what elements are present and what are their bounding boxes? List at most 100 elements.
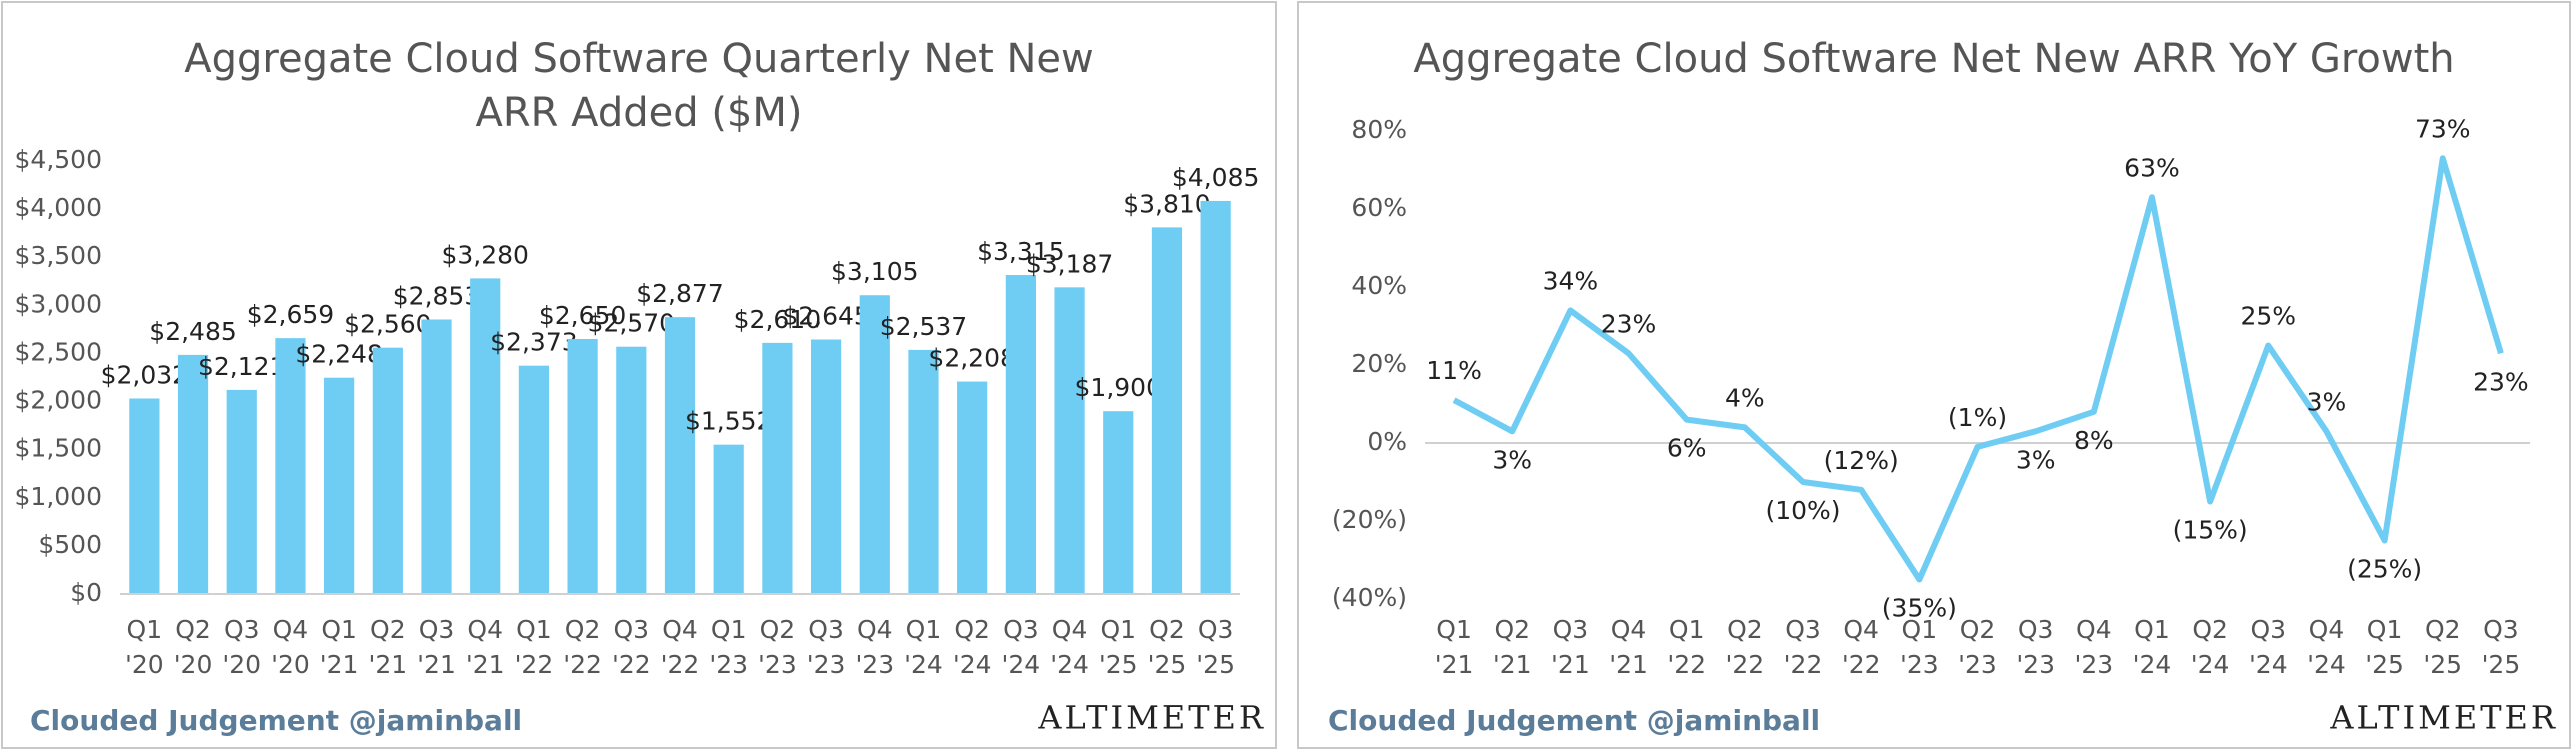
data-label: $1,552 (685, 407, 772, 436)
bar (762, 342, 793, 594)
line-series (1452, 155, 2504, 583)
data-label: 6% (1667, 434, 1707, 463)
data-label: 3% (2307, 387, 2347, 416)
data-label: 25% (2241, 302, 2297, 331)
x-tick-label: Q2'24 (953, 615, 992, 679)
data-label: $4,085 (1172, 163, 1259, 192)
y-tick-label: $500 (38, 530, 102, 559)
x-tick-label: Q2'24 (2191, 615, 2230, 679)
data-label: 23% (1601, 309, 1657, 338)
bar (1005, 275, 1036, 594)
data-label: $2,485 (149, 317, 236, 346)
data-label: 4% (1725, 383, 1765, 412)
x-tick-label: Q3'21 (1551, 615, 1590, 679)
panel-right (1297, 1, 2571, 749)
x-tick-label: Q2'21 (1493, 615, 1532, 679)
data-label: $2,650 (539, 301, 626, 330)
data-label: $3,315 (977, 237, 1064, 266)
data-label: 3% (1492, 445, 1532, 474)
x-tick-label: Q1'22 (1667, 615, 1706, 679)
data-label: $3,187 (1026, 249, 1113, 278)
y-tick-label: $4,000 (15, 193, 102, 222)
data-label: $2,248 (295, 340, 382, 369)
bar (518, 365, 550, 594)
data-label: (25%) (2347, 555, 2422, 584)
data-label: (1%) (1948, 403, 2007, 432)
x-tick-label: Q2'23 (758, 615, 797, 679)
x-tick-label: Q4'23 (855, 615, 894, 679)
x-tick-label: Q3'25 (1196, 615, 1235, 679)
data-label: $1,900 (1075, 373, 1162, 402)
data-label: $3,105 (831, 257, 918, 286)
x-tick-label: Q3'22 (612, 615, 651, 679)
x-tick-label: Q1'23 (709, 615, 748, 679)
x-tick-label: Q1'21 (320, 615, 359, 679)
x-tick-label: Q2'21 (368, 615, 407, 679)
x-tick-label: Q2'20 (174, 615, 213, 679)
x-tick-label: Q2'23 (1958, 615, 1997, 679)
footer-source: Clouded Judgement @jaminball (30, 704, 522, 737)
x-tick-label: Q3'21 (417, 615, 456, 679)
x-tick-label: Q3'22 (1784, 615, 1823, 679)
data-label: 3% (2016, 445, 2056, 474)
x-tick-label: Q2'25 (2423, 615, 2462, 679)
data-label: $2,121 (198, 352, 285, 381)
x-tick-label: Q1'20 (125, 615, 164, 679)
data-label: $2,560 (344, 310, 431, 339)
bar (859, 295, 890, 594)
x-tick-label: Q2'22 (563, 615, 602, 679)
x-tick-label: Q3'24 (1002, 615, 1041, 679)
bar (664, 317, 696, 594)
bar (567, 339, 598, 594)
bar (908, 349, 939, 594)
data-label: 11% (1426, 356, 1482, 385)
x-tick-label: Q4'24 (2307, 615, 2346, 679)
footer-source: Clouded Judgement @jaminball (1328, 704, 1820, 737)
y-tick-label: $1,500 (15, 434, 102, 463)
footer-logo: ALTIMETER (1037, 699, 1266, 737)
x-tick-label: Q1'22 (515, 615, 554, 679)
data-label: $2,032 (101, 360, 188, 389)
y-tick-label: $3,500 (15, 241, 102, 270)
data-label: $2,645 (782, 301, 869, 330)
bar (372, 347, 403, 594)
footer-logo: ALTIMETER (2329, 699, 2558, 737)
bar (177, 354, 209, 594)
data-label: $2,877 (636, 279, 723, 308)
x-tick-label: Q4'23 (2074, 615, 2113, 679)
x-tick-label: Q3'23 (807, 615, 846, 679)
chart-title: Aggregate Cloud Software Net New ARR YoY… (1413, 36, 2454, 82)
bar (421, 319, 452, 594)
bar (129, 398, 160, 594)
x-tick-label: Q1'21 (1435, 615, 1474, 679)
data-label: $2,208 (928, 344, 1015, 373)
bar (1151, 227, 1183, 595)
data-label: 63% (2124, 153, 2180, 182)
bar (324, 377, 355, 594)
x-tick-label: Q1'24 (904, 615, 943, 679)
chart-title: Aggregate Cloud Software Quarterly Net N… (184, 36, 1093, 136)
y-tick-label: 40% (1351, 271, 1407, 300)
x-tick-label: Q3'25 (2482, 615, 2521, 679)
y-tick-label: 0% (1367, 427, 1407, 456)
x-tick-label: Q4'22 (1842, 615, 1881, 679)
y-tick-label: $0 (70, 578, 102, 607)
x-tick-label: Q4'20 (271, 615, 310, 679)
bar (1200, 200, 1231, 594)
x-tick-label: Q4'24 (1050, 615, 1089, 679)
data-label: $3,810 (1123, 189, 1210, 218)
data-label: $2,537 (880, 312, 967, 341)
x-tick-label: Q4'22 (661, 615, 700, 679)
data-label: 73% (2415, 114, 2471, 143)
bar (1103, 411, 1134, 594)
data-label: $2,610 (734, 305, 821, 334)
bar (226, 389, 257, 594)
bar (957, 381, 988, 594)
y-tick-label: $1,000 (15, 482, 102, 511)
data-label: 23% (2473, 367, 2529, 396)
x-tick-label: Q2'25 (1148, 615, 1187, 679)
x-tick-label: Q2'22 (1726, 615, 1765, 679)
data-label: (12%) (1824, 446, 1899, 475)
data-label: 8% (2074, 426, 2114, 455)
